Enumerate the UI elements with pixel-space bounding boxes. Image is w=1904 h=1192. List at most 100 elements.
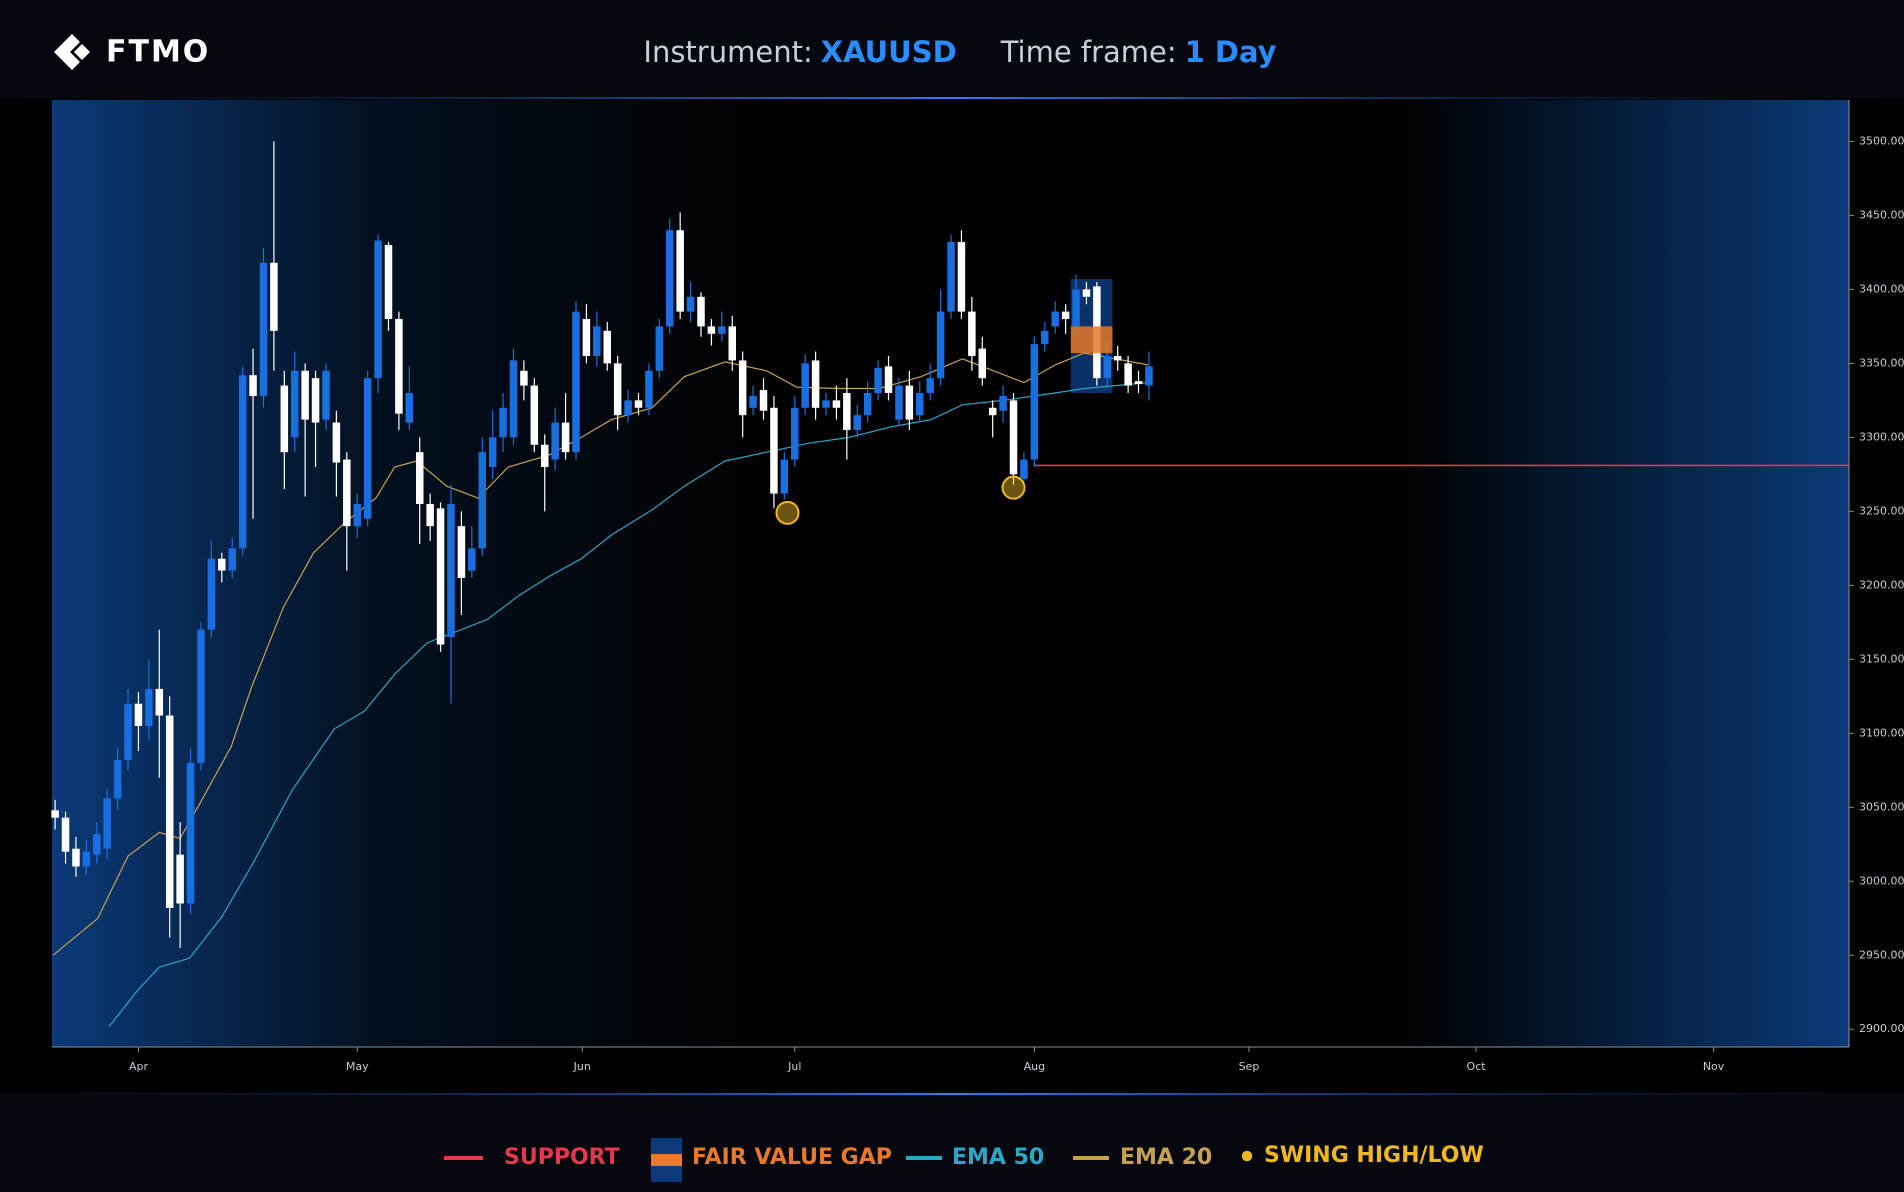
y-tick-label: 3050.00	[1859, 800, 1904, 813]
candle-body	[186, 762, 195, 904]
candle-body	[51, 810, 59, 818]
y-tick-label: 2950.00	[1859, 948, 1904, 961]
candle-body	[999, 395, 1007, 411]
logo-icon	[54, 34, 90, 70]
candle-body	[447, 503, 455, 638]
candle-body	[936, 311, 945, 379]
candle-body	[718, 326, 726, 334]
candle-body	[613, 363, 622, 416]
candle-body	[468, 548, 476, 571]
candle-body	[457, 526, 466, 578]
y-tick-label: 3350.00	[1859, 356, 1904, 369]
ema-line	[108, 382, 1148, 1027]
candle-body	[1082, 289, 1091, 297]
y-tick-label: 3100.00	[1859, 726, 1904, 739]
candle-body	[926, 378, 934, 393]
candle-body	[759, 390, 768, 411]
x-tick-label: Apr	[129, 1060, 149, 1073]
y-tick-label: 3450.00	[1859, 208, 1904, 221]
x-tick-label: Aug	[1024, 1060, 1045, 1073]
candle-body	[863, 392, 872, 416]
candle-body	[82, 851, 91, 867]
candle-body	[572, 311, 580, 453]
candle-body	[509, 360, 518, 438]
footer-bar	[0, 1093, 1904, 1192]
candle-body	[624, 400, 632, 416]
candle-body	[311, 378, 320, 423]
header-title: Instrument: XAUUSD Time frame: 1 Day	[643, 35, 1276, 69]
candle-body	[1072, 289, 1080, 327]
candle-body	[238, 375, 247, 549]
legend-label: EMA 20	[1120, 1145, 1212, 1170]
y-tick-label: 3400.00	[1859, 282, 1904, 295]
timeframe: 1 Day	[1185, 35, 1277, 69]
candle-body	[645, 370, 653, 408]
candle-body	[249, 375, 257, 396]
candle-body	[1051, 311, 1059, 327]
header-glow	[0, 97, 1904, 99]
swing-point	[775, 500, 800, 525]
logo: FTMO	[54, 34, 210, 70]
candle-body	[290, 370, 299, 438]
header-bar	[0, 0, 1904, 98]
candle-body	[384, 245, 393, 319]
candle-body	[499, 407, 507, 438]
candle-body	[895, 385, 903, 420]
footer-glow	[0, 1093, 1904, 1095]
candle-body	[666, 230, 674, 327]
legend-label: SUPPORT	[504, 1145, 620, 1170]
candle-body	[113, 759, 122, 799]
candle-body	[957, 242, 966, 312]
candle-body	[530, 385, 539, 445]
candle-body	[176, 854, 184, 904]
instrument: XAUUSD	[821, 35, 957, 69]
candle-body	[551, 422, 559, 460]
fvg-gap	[1070, 326, 1113, 354]
candle-body	[478, 452, 486, 549]
candle-body	[134, 703, 143, 726]
candle-body	[593, 326, 601, 356]
candle-body	[165, 715, 174, 908]
y-tick-label: 2900.00	[1859, 1022, 1904, 1035]
candle-body	[415, 452, 424, 504]
candle-body	[270, 262, 278, 331]
candle-body	[634, 400, 643, 408]
plot: 2900.00 2950.00 3000.00 3050.00 3100.00 3150.…	[51, 134, 1904, 1073]
candle-body	[395, 318, 403, 414]
candle-body	[1061, 311, 1070, 319]
candle-body	[988, 407, 997, 416]
candle-body	[207, 558, 216, 630]
candle-body	[145, 688, 153, 726]
candle-body	[780, 459, 789, 494]
candle-body	[791, 407, 799, 460]
candle-body	[540, 444, 549, 467]
candle-body	[655, 326, 664, 371]
logo-text: FTMO	[106, 35, 210, 70]
candle-body	[728, 326, 737, 361]
candle-body	[332, 422, 341, 463]
candle-body	[801, 363, 809, 408]
candle-body	[280, 385, 289, 453]
x-tick-label: May	[346, 1060, 369, 1073]
candle-body	[1103, 355, 1112, 379]
x-tick-label: Oct	[1467, 1060, 1487, 1073]
candle-body	[488, 437, 497, 467]
legend-swatch	[651, 1154, 682, 1166]
candle-body	[353, 503, 361, 527]
candle-body	[343, 459, 351, 527]
y-tick-label: 3300.00	[1859, 430, 1904, 443]
candle-body	[905, 385, 914, 420]
candle-body	[738, 360, 747, 416]
candle-body	[218, 558, 226, 571]
candle-body	[582, 318, 591, 356]
candle-body	[676, 230, 684, 312]
candle-body	[686, 296, 695, 312]
candle-body	[520, 370, 528, 386]
candle-body	[228, 548, 236, 571]
candle-body	[853, 415, 862, 430]
candle-body	[322, 370, 330, 420]
swing-point	[1001, 475, 1026, 500]
candle-body	[707, 326, 716, 334]
x-tick-label: Jun	[573, 1060, 591, 1073]
